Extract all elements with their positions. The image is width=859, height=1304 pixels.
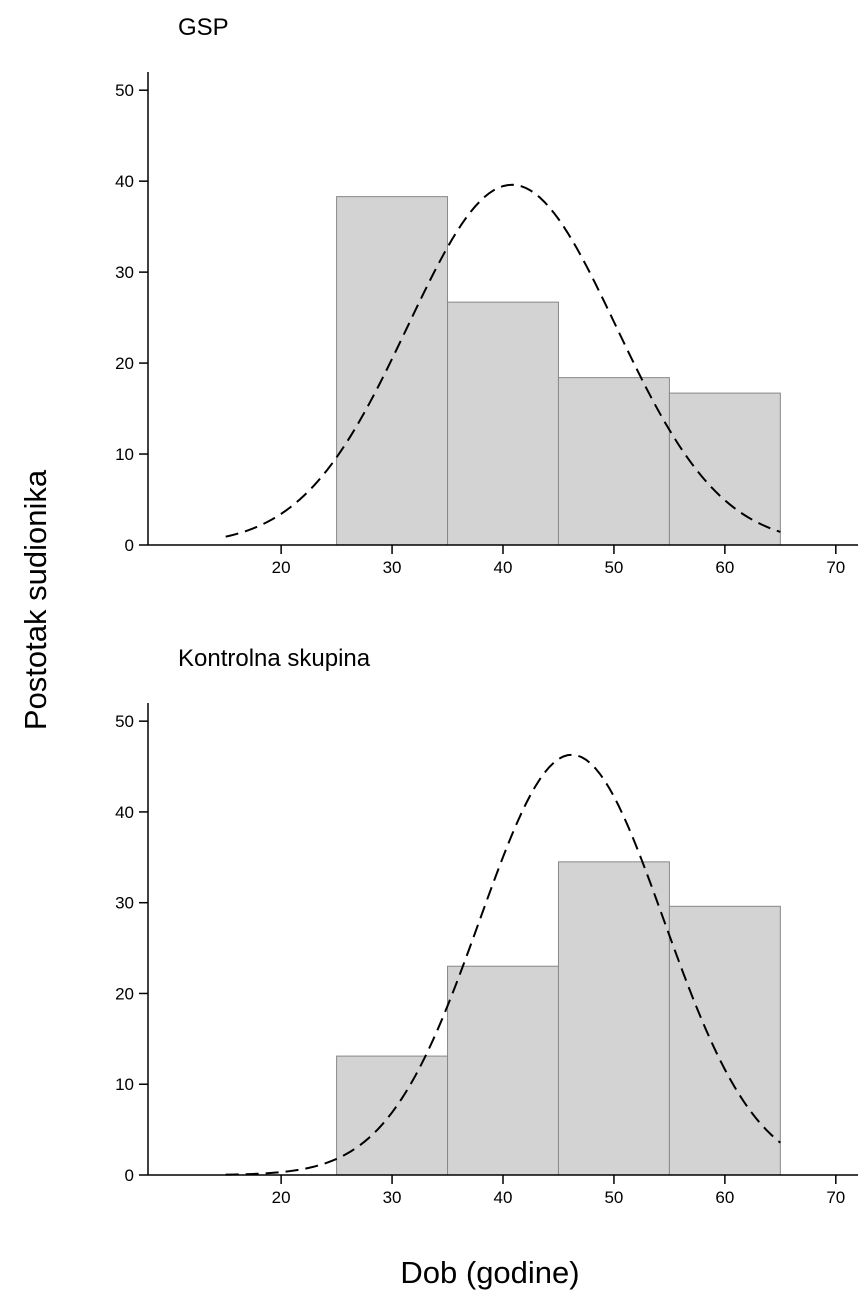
chart-panel-1: GSP 0 10 20 30 40 50 20 30 40 50 60 70	[115, 14, 858, 577]
x-tick-label: 30	[383, 1188, 402, 1207]
y-tick-label: 50	[115, 712, 134, 731]
y-tick-label: 40	[115, 803, 134, 822]
histogram-bar	[557, 861, 670, 1176]
histogram-bar	[336, 1055, 449, 1176]
y-tick-label: 30	[115, 894, 134, 913]
chart-panel-2: Kontrolna skupina 0 10 20 30 40 50 20 30 40 50 60 70	[115, 645, 858, 1207]
y-tick-label: 20	[115, 354, 134, 373]
histogram-bar	[336, 196, 449, 546]
y-tick-label: 30	[115, 263, 134, 282]
normal-curve-line	[225, 183, 781, 538]
y-tick-label: 10	[115, 445, 134, 464]
figure-y-axis-label: Postotak sudionika	[18, 469, 53, 730]
x-tick-label: 20	[272, 1188, 291, 1207]
x-tick-label: 20	[272, 558, 291, 577]
x-tick-label: 60	[715, 558, 734, 577]
y-tick-label: 40	[115, 172, 134, 191]
x-tick-label: 70	[826, 558, 845, 577]
y-tick-label: 0	[125, 536, 134, 555]
figure-x-axis-label: Dob (godine)	[400, 1255, 579, 1290]
y-tick-label: 10	[115, 1075, 134, 1094]
x-tick-label: 50	[604, 558, 623, 577]
chart-title: Kontrolna skupina	[178, 645, 371, 672]
histogram-bar	[447, 965, 559, 1176]
y-tick-label: 50	[115, 81, 134, 100]
histogram-bar	[668, 392, 781, 546]
histogram-bar	[557, 377, 670, 546]
x-tick-label: 30	[383, 558, 402, 577]
x-tick-label: 70	[826, 1188, 845, 1207]
histogram-bar	[668, 905, 781, 1176]
y-tick-label: 20	[115, 984, 134, 1003]
chart-title: GSP	[178, 14, 229, 41]
y-tick-label: 0	[125, 1166, 134, 1185]
x-tick-label: 50	[604, 1188, 623, 1207]
x-tick-label: 40	[494, 558, 513, 577]
x-tick-label: 40	[494, 1188, 513, 1207]
x-tick-label: 60	[715, 1188, 734, 1207]
normal-curve-line	[225, 753, 781, 1176]
histogram-bar	[447, 301, 559, 546]
